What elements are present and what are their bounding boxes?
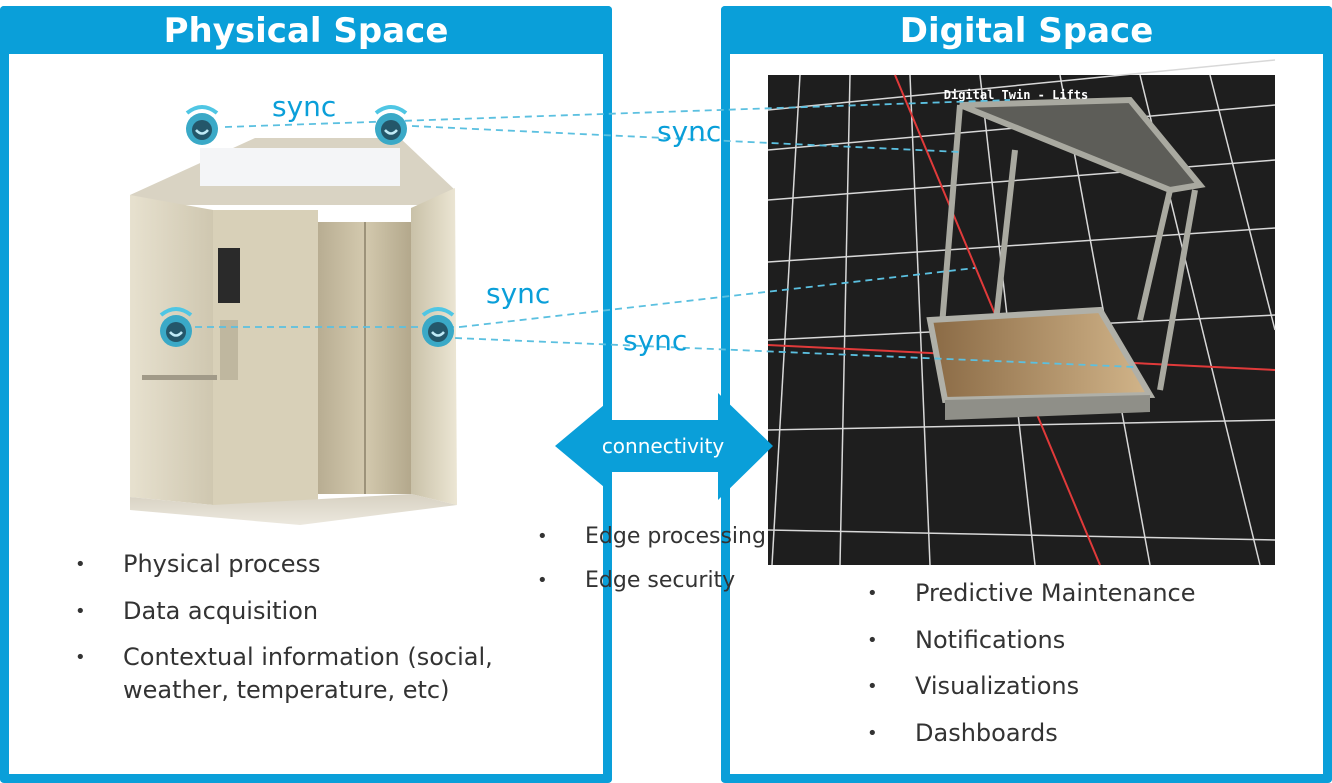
physical-space-title: Physical Space [0,6,612,54]
wifi-sensor-icon [185,105,219,145]
sync-label: sync [272,90,337,123]
connectivity-label: connectivity [601,434,725,458]
sync-label: sync [657,115,722,148]
edge-bullet-list: • Edge processing • Edge security [537,520,797,608]
list-item: • Contextual information (social, weather… [75,643,493,704]
digital-space-title: Digital Space [721,6,1332,54]
sync-label: sync [486,277,551,310]
list-item: • Data acquisition [75,596,319,625]
list-item: • Notifications [867,625,1066,654]
connectivity-double-arrow-icon [555,393,773,500]
list-item: • Dashboards [867,718,1058,747]
wifi-sensor-icon [374,105,408,145]
wifi-sensor-icon [421,307,455,347]
physical-bullet-list: • Physical process • Data acquisition • Con… [75,548,545,721]
digital-bullet-list: • Predictive Maintenance • Notifications •… [867,577,1287,763]
list-item: • Edge processing [537,524,766,549]
list-item: • Physical process [75,550,321,578]
list-item: • Predictive Maintenance [867,579,1196,607]
digital-twin-render-label: Digital Twin - Lifts [944,88,1089,102]
wifi-sensor-icon [159,307,193,347]
sync-label: sync [623,324,688,357]
list-item: • Edge security [537,568,736,593]
list-item: • Visualizations [867,672,1080,700]
physical-space-panel: Physical Space [0,6,612,783]
